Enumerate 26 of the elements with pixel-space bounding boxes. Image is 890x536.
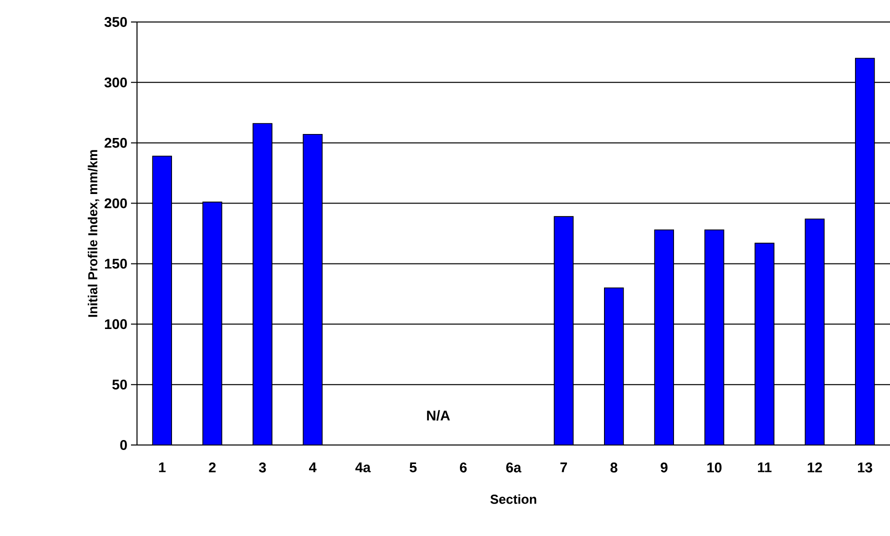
y-tick-label: 100 <box>104 319 127 330</box>
y-tick-label: 350 <box>104 17 127 27</box>
x-tick-label: 3 <box>258 462 266 472</box>
x-tick-label: 2 <box>208 462 216 472</box>
x-tick-label: 4 <box>309 462 317 472</box>
x-tick-label: 9 <box>660 462 668 472</box>
y-axis-title: Initial Profile Index, mm/km <box>88 150 100 317</box>
x-tick-label: 10 <box>707 462 722 472</box>
x-tick-label: 5 <box>410 462 417 472</box>
y-tick-label: 200 <box>104 198 127 208</box>
x-tick-label: 12 <box>808 462 822 472</box>
x-tick-label: 6 <box>460 462 467 472</box>
y-tick-label: 0 <box>120 440 127 450</box>
x-tick-label: 4a <box>355 462 371 472</box>
x-tick-label: 11 <box>758 462 772 472</box>
y-tick-label: 50 <box>112 380 127 390</box>
x-axis-title: Section <box>490 494 536 504</box>
y-tick-label: 250 <box>104 138 127 148</box>
y-tick-label: 150 <box>104 258 127 269</box>
x-tick-label: 6a <box>506 462 522 472</box>
x-tick-label: 1 <box>159 462 166 472</box>
x-tick-label: 13 <box>858 462 872 472</box>
x-tick-label: 7 <box>560 462 567 472</box>
y-tick-label: 300 <box>104 77 127 88</box>
annotation: N/A <box>427 410 450 421</box>
x-tick-label: 8 <box>610 462 618 472</box>
